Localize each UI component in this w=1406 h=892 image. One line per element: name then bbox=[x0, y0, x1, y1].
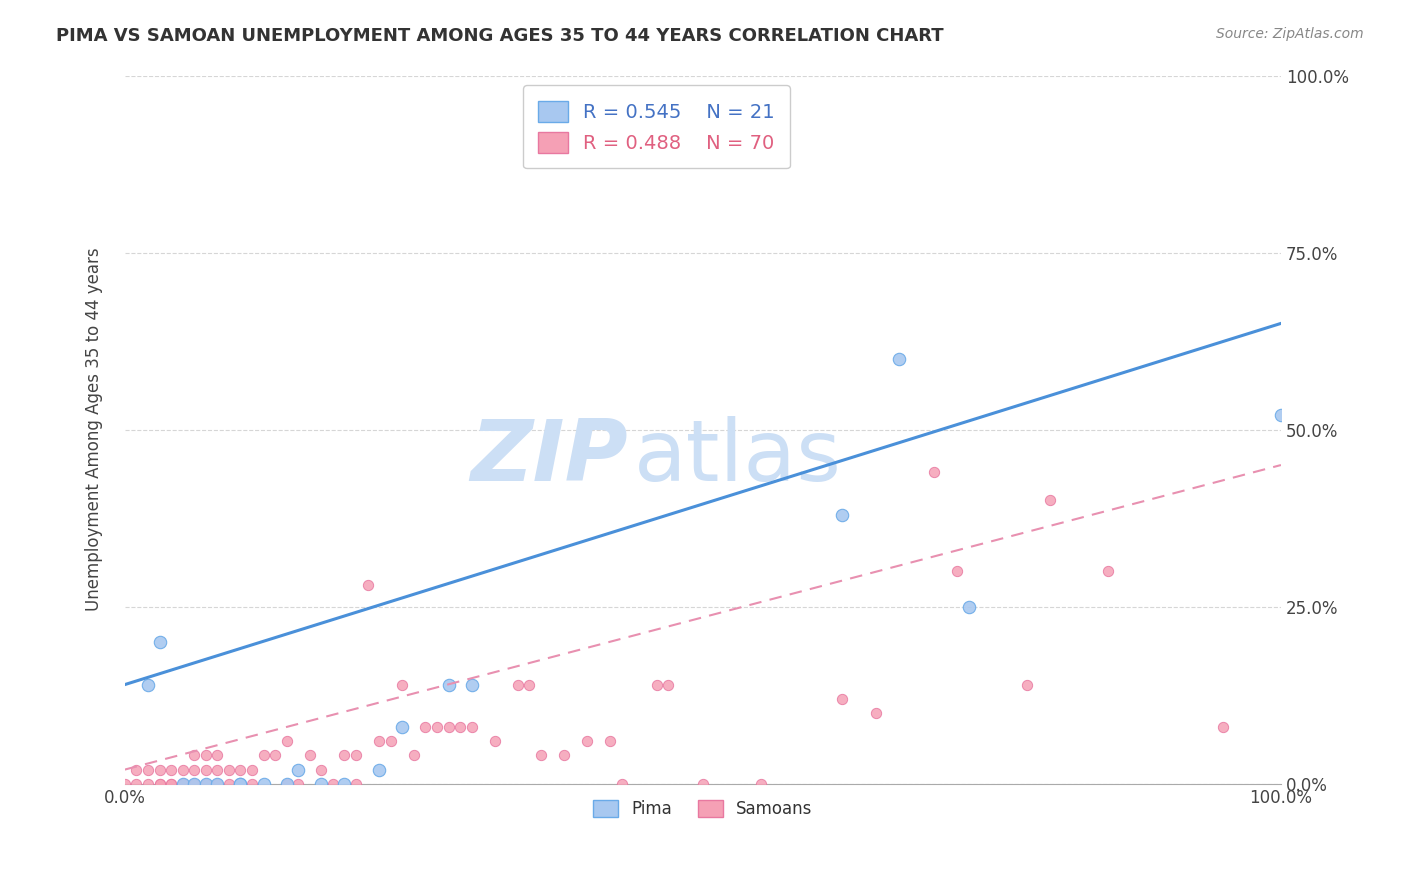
Point bbox=[484, 734, 506, 748]
Point bbox=[194, 777, 217, 791]
Point bbox=[114, 777, 136, 791]
Point bbox=[865, 706, 887, 720]
Point bbox=[276, 777, 298, 791]
Point bbox=[148, 777, 170, 791]
Point bbox=[148, 763, 170, 777]
Point bbox=[437, 720, 460, 734]
Point bbox=[368, 763, 391, 777]
Legend: Pima, Samoans: Pima, Samoans bbox=[586, 794, 818, 825]
Point bbox=[125, 777, 148, 791]
Point bbox=[207, 777, 229, 791]
Point bbox=[148, 635, 170, 649]
Text: atlas: atlas bbox=[634, 417, 842, 500]
Text: PIMA VS SAMOAN UNEMPLOYMENT AMONG AGES 35 TO 44 YEARS CORRELATION CHART: PIMA VS SAMOAN UNEMPLOYMENT AMONG AGES 3… bbox=[56, 27, 943, 45]
Point bbox=[356, 578, 378, 592]
Point bbox=[1270, 409, 1292, 423]
Point bbox=[391, 720, 413, 734]
Point bbox=[207, 763, 229, 777]
Point bbox=[229, 777, 252, 791]
Point bbox=[1212, 720, 1234, 734]
Point bbox=[229, 777, 252, 791]
Point bbox=[218, 763, 240, 777]
Point bbox=[519, 677, 541, 691]
Point bbox=[172, 777, 194, 791]
Point bbox=[183, 748, 205, 763]
Point bbox=[831, 508, 853, 522]
Point bbox=[229, 777, 252, 791]
Point bbox=[240, 777, 263, 791]
Point bbox=[136, 777, 159, 791]
Point bbox=[922, 465, 945, 479]
Point bbox=[229, 763, 252, 777]
Point bbox=[311, 763, 333, 777]
Point bbox=[553, 748, 575, 763]
Point bbox=[1039, 493, 1062, 508]
Point bbox=[240, 763, 263, 777]
Point bbox=[344, 748, 367, 763]
Point bbox=[426, 720, 449, 734]
Point bbox=[298, 748, 321, 763]
Y-axis label: Unemployment Among Ages 35 to 44 years: Unemployment Among Ages 35 to 44 years bbox=[86, 248, 103, 611]
Point bbox=[276, 734, 298, 748]
Point bbox=[194, 763, 217, 777]
Point bbox=[172, 777, 194, 791]
Point bbox=[264, 748, 287, 763]
Point bbox=[657, 677, 679, 691]
Text: Source: ZipAtlas.com: Source: ZipAtlas.com bbox=[1216, 27, 1364, 41]
Point bbox=[344, 777, 367, 791]
Point bbox=[183, 777, 205, 791]
Point bbox=[391, 677, 413, 691]
Point bbox=[749, 777, 772, 791]
Point bbox=[449, 720, 471, 734]
Point bbox=[889, 351, 911, 366]
Point bbox=[183, 777, 205, 791]
Point bbox=[460, 720, 482, 734]
Point bbox=[957, 599, 980, 614]
Point bbox=[148, 777, 170, 791]
Point bbox=[506, 677, 529, 691]
Point bbox=[946, 564, 969, 578]
Point bbox=[276, 777, 298, 791]
Point bbox=[1015, 677, 1038, 691]
Point bbox=[530, 748, 553, 763]
Point bbox=[194, 777, 217, 791]
Point bbox=[194, 748, 217, 763]
Point bbox=[160, 763, 183, 777]
Point bbox=[172, 763, 194, 777]
Point bbox=[172, 777, 194, 791]
Point bbox=[207, 777, 229, 791]
Point bbox=[287, 777, 309, 791]
Point bbox=[437, 677, 460, 691]
Point bbox=[252, 748, 274, 763]
Point bbox=[645, 677, 668, 691]
Point bbox=[368, 734, 391, 748]
Point bbox=[160, 777, 183, 791]
Text: ZIP: ZIP bbox=[470, 417, 627, 500]
Point bbox=[692, 777, 714, 791]
Point bbox=[1097, 564, 1119, 578]
Point bbox=[183, 763, 205, 777]
Point bbox=[218, 777, 240, 791]
Point bbox=[576, 734, 599, 748]
Point bbox=[415, 720, 437, 734]
Point bbox=[333, 748, 356, 763]
Point bbox=[160, 777, 183, 791]
Point bbox=[136, 677, 159, 691]
Point bbox=[136, 763, 159, 777]
Point bbox=[333, 777, 356, 791]
Point bbox=[207, 748, 229, 763]
Point bbox=[380, 734, 402, 748]
Point bbox=[287, 763, 309, 777]
Point bbox=[610, 777, 633, 791]
Point bbox=[460, 677, 482, 691]
Point bbox=[402, 748, 425, 763]
Point bbox=[831, 691, 853, 706]
Point bbox=[322, 777, 344, 791]
Point bbox=[125, 763, 148, 777]
Point bbox=[252, 777, 274, 791]
Point bbox=[311, 777, 333, 791]
Point bbox=[599, 734, 621, 748]
